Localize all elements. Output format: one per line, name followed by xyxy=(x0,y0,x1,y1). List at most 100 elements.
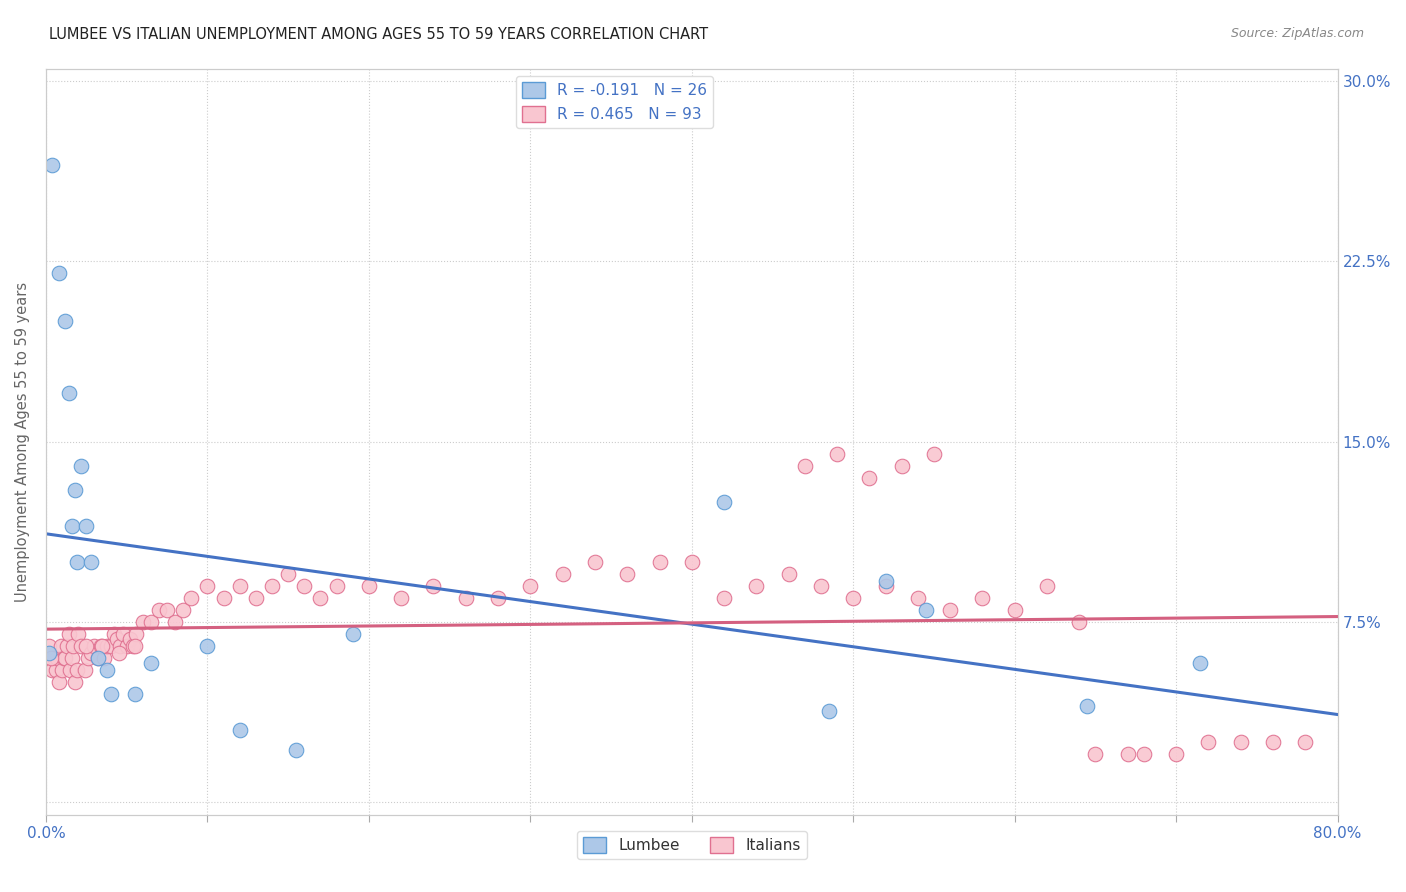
Y-axis label: Unemployment Among Ages 55 to 59 years: Unemployment Among Ages 55 to 59 years xyxy=(15,282,30,601)
Point xyxy=(342,627,364,641)
Point xyxy=(91,639,114,653)
Point xyxy=(875,579,897,593)
Point xyxy=(110,639,132,653)
Point xyxy=(63,483,86,497)
Point xyxy=(63,675,86,690)
Point xyxy=(96,639,118,653)
Point xyxy=(118,632,141,646)
Point xyxy=(197,639,219,653)
Point xyxy=(486,591,509,605)
Point xyxy=(124,639,146,653)
Point xyxy=(59,663,82,677)
Point xyxy=(1294,735,1316,749)
Point xyxy=(103,627,125,641)
Point xyxy=(96,663,118,677)
Point xyxy=(1198,735,1220,749)
Point xyxy=(292,579,315,593)
Point xyxy=(90,639,112,653)
Point xyxy=(49,639,72,653)
Point xyxy=(148,603,170,617)
Point xyxy=(858,470,880,484)
Point xyxy=(80,555,103,569)
Point xyxy=(100,639,122,653)
Point xyxy=(122,639,145,653)
Point xyxy=(519,579,541,593)
Point xyxy=(53,314,76,328)
Point xyxy=(915,603,938,617)
Point xyxy=(38,639,60,653)
Point xyxy=(139,615,162,629)
Text: Source: ZipAtlas.com: Source: ZipAtlas.com xyxy=(1230,27,1364,40)
Point xyxy=(1133,747,1156,762)
Point xyxy=(48,266,70,280)
Point xyxy=(70,639,93,653)
Point xyxy=(60,651,83,665)
Point xyxy=(583,555,606,569)
Point xyxy=(41,663,63,677)
Point xyxy=(648,555,671,569)
Legend: R = -0.191   N = 26, R = 0.465   N = 93: R = -0.191 N = 26, R = 0.465 N = 93 xyxy=(516,76,713,128)
Point xyxy=(1076,699,1098,714)
Point xyxy=(1116,747,1139,762)
Point xyxy=(285,742,308,756)
Point xyxy=(309,591,332,605)
Point xyxy=(107,646,129,660)
Point xyxy=(53,651,76,665)
Point xyxy=(357,579,380,593)
Point xyxy=(1004,603,1026,617)
Point xyxy=(41,158,63,172)
Point xyxy=(842,591,865,605)
Point xyxy=(115,639,138,653)
Point xyxy=(172,603,194,617)
Point xyxy=(875,574,897,588)
Point xyxy=(48,675,70,690)
Point xyxy=(681,555,703,569)
Point xyxy=(73,663,96,677)
Point xyxy=(60,518,83,533)
Point xyxy=(86,651,108,665)
Point xyxy=(156,603,179,617)
Point xyxy=(810,579,832,593)
Point xyxy=(139,656,162,670)
Point xyxy=(907,591,929,605)
Point xyxy=(260,579,283,593)
Point xyxy=(1261,735,1284,749)
Point xyxy=(62,639,84,653)
Point xyxy=(713,494,735,508)
Point xyxy=(75,518,97,533)
Point xyxy=(1189,656,1212,670)
Point xyxy=(112,627,135,641)
Point xyxy=(66,555,89,569)
Point xyxy=(922,446,945,460)
Point xyxy=(132,615,155,629)
Point xyxy=(825,446,848,460)
Point xyxy=(245,591,267,605)
Point xyxy=(124,687,146,701)
Point xyxy=(52,651,75,665)
Point xyxy=(45,663,67,677)
Point xyxy=(422,579,444,593)
Point xyxy=(197,579,219,593)
Point xyxy=(80,646,103,660)
Point xyxy=(818,704,841,718)
Point xyxy=(1069,615,1091,629)
Point xyxy=(551,566,574,581)
Point xyxy=(75,639,97,653)
Point xyxy=(51,663,73,677)
Point xyxy=(1166,747,1188,762)
Point xyxy=(890,458,912,473)
Point xyxy=(745,579,768,593)
Point xyxy=(38,646,60,660)
Point xyxy=(228,579,250,593)
Point xyxy=(42,651,65,665)
Point xyxy=(972,591,994,605)
Point xyxy=(277,566,299,581)
Point xyxy=(86,651,108,665)
Point xyxy=(77,651,100,665)
Point xyxy=(67,627,90,641)
Point xyxy=(125,627,148,641)
Point xyxy=(58,386,80,401)
Point xyxy=(165,615,187,629)
Point xyxy=(105,632,128,646)
Point xyxy=(228,723,250,738)
